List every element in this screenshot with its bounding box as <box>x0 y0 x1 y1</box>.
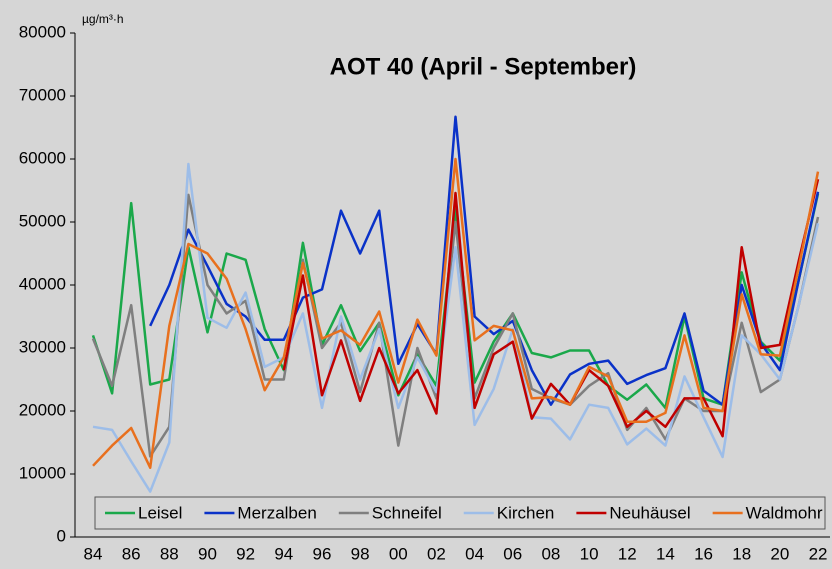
x-tick-label: 96 <box>312 544 331 563</box>
x-tick-label: 14 <box>656 544 675 563</box>
x-tick-label: 84 <box>84 544 103 563</box>
x-tick-label: 88 <box>160 544 179 563</box>
y-tick-label: 0 <box>57 526 66 545</box>
x-tick-label: 16 <box>694 544 713 563</box>
x-tick-label: 10 <box>580 544 599 563</box>
y-tick-label: 60000 <box>19 148 66 167</box>
y-tick-label: 50000 <box>19 211 66 230</box>
x-tick-label: 06 <box>503 544 522 563</box>
legend-label: Kirchen <box>497 503 555 522</box>
x-tick-label: 08 <box>541 544 560 563</box>
x-tick-label: 00 <box>389 544 408 563</box>
legend-label: Schneifel <box>372 503 442 522</box>
series-line <box>91 193 820 458</box>
legend-label: Leisel <box>138 503 182 522</box>
chart-title: AOT 40 (April - September) <box>330 53 637 80</box>
y-tick-label: 10000 <box>19 463 66 482</box>
y-tick-label: 70000 <box>19 85 66 104</box>
series-line <box>92 162 820 493</box>
x-tick-label: 86 <box>122 544 141 563</box>
y-tick-label: 40000 <box>19 274 66 293</box>
x-tick-label: 98 <box>351 544 370 563</box>
x-tick-label: 12 <box>618 544 637 563</box>
x-tick-label: 20 <box>770 544 789 563</box>
x-tick-label: 94 <box>274 544 293 563</box>
legend-label: Waldmohr <box>746 503 823 522</box>
x-tick-label: 02 <box>427 544 446 563</box>
x-tick-label: 90 <box>198 544 217 563</box>
y-unit: µg/m³·h <box>82 12 124 26</box>
series-line <box>91 193 820 410</box>
y-tick-label: 80000 <box>19 22 66 41</box>
legend-label: Merzalben <box>237 503 316 522</box>
legend-label: Neuhäusel <box>609 503 690 522</box>
x-tick-label: 92 <box>236 544 255 563</box>
x-tick-label: 22 <box>809 544 828 563</box>
x-tick-label: 18 <box>732 544 751 563</box>
x-tick-label: 04 <box>465 544 484 563</box>
y-tick-label: 30000 <box>19 337 66 356</box>
series-line <box>92 157 820 469</box>
y-tick-label: 20000 <box>19 400 66 419</box>
series-line <box>149 115 820 406</box>
